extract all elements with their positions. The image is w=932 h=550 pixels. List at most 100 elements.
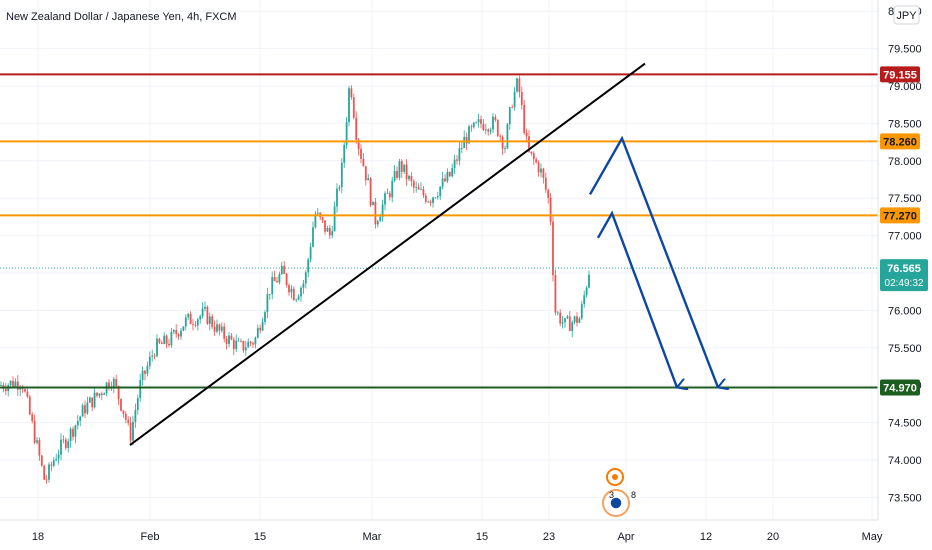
candle-body	[220, 326, 223, 331]
projection-arrow	[596, 210, 677, 387]
candle-body	[513, 91, 516, 108]
candle-body	[120, 399, 122, 411]
candle-body	[292, 288, 295, 301]
event-marker[interactable]: 3 8	[602, 468, 636, 517]
candle-body	[391, 180, 394, 198]
candle-body	[412, 181, 415, 188]
candle-body	[568, 316, 571, 331]
candle-body	[280, 265, 283, 275]
current-price-label: 76.565	[887, 263, 921, 275]
candle-body	[132, 421, 134, 441]
candle-body	[273, 277, 276, 282]
candle-body	[535, 159, 538, 163]
candle-body	[264, 312, 266, 322]
price-tick-label: 76.000	[888, 305, 922, 317]
candle-body	[96, 392, 98, 396]
candle-body	[168, 343, 170, 346]
currency-badge[interactable]: JPY	[893, 5, 920, 25]
price-tick-label: 77.000	[888, 231, 922, 243]
candle-body	[417, 187, 420, 190]
candles	[0, 75, 590, 485]
candle-body	[247, 341, 250, 348]
candle-body	[362, 158, 365, 167]
candle-body	[14, 381, 17, 388]
candle-body	[403, 164, 406, 172]
candle-body	[506, 124, 509, 149]
candle-body	[55, 458, 58, 461]
candle-body	[172, 330, 175, 332]
candle-body	[232, 339, 235, 350]
candle-body	[199, 316, 202, 320]
candle-body	[453, 159, 456, 169]
candle-body	[439, 186, 442, 197]
candle-body	[223, 326, 226, 339]
candle-body	[540, 168, 542, 173]
candle-body	[146, 365, 149, 374]
candle-body	[302, 283, 305, 288]
candle-body	[336, 188, 338, 207]
candle-body	[67, 441, 70, 448]
level-label: 74.970	[883, 382, 917, 394]
candle-body	[216, 324, 218, 332]
candle-body	[19, 388, 22, 390]
candle-body	[184, 317, 187, 327]
candle-body	[240, 340, 242, 342]
candle-body	[160, 342, 163, 344]
candle-body	[170, 331, 173, 346]
candle-body	[400, 161, 403, 172]
candle-body	[415, 187, 418, 189]
currency-badge-label: JPY	[896, 10, 917, 22]
candle-body	[367, 178, 370, 181]
candle-body	[48, 464, 50, 480]
candle-body	[549, 197, 552, 222]
candle-body	[72, 428, 74, 437]
candle-body	[136, 398, 139, 410]
time-tick-label: May	[862, 531, 883, 543]
chart-grid	[0, 0, 878, 520]
level-labels: 79.155 78.260 77.270 74.970 76.565 02:49:32	[880, 66, 928, 396]
candle-body	[340, 162, 343, 188]
candle-body	[434, 197, 437, 199]
candle-body	[468, 126, 470, 144]
candle-body	[225, 338, 228, 344]
candle-body	[244, 347, 247, 351]
candle-body	[357, 139, 360, 150]
candle-body	[384, 193, 386, 205]
candle-body	[451, 168, 454, 177]
candle-body	[396, 170, 398, 178]
candle-body	[84, 405, 86, 414]
candle-body	[127, 419, 130, 423]
candle-body	[408, 175, 410, 180]
candle-body	[40, 455, 43, 466]
candle-body	[523, 104, 526, 133]
candle-body	[297, 296, 300, 300]
candle-body	[333, 206, 336, 232]
chart-title: New Zealand Dollar / Japanese Yen, 4h, F…	[6, 11, 237, 23]
horizontal-levels[interactable]	[0, 73, 878, 389]
drawings[interactable]	[129, 62, 718, 446]
candle-body	[9, 380, 12, 386]
candle-body	[192, 324, 194, 325]
candle-body	[86, 402, 89, 414]
candle-body	[108, 382, 110, 388]
candle-body	[511, 107, 514, 109]
candle-body	[369, 178, 372, 206]
candle-body	[482, 123, 485, 131]
candle-body	[74, 425, 77, 437]
candle-body	[12, 380, 14, 388]
candle-body	[328, 228, 331, 236]
candle-body	[60, 439, 62, 455]
price-tick-label: 78.000	[888, 156, 922, 168]
time-tick-label: 23	[543, 531, 555, 543]
candle-body	[355, 117, 358, 140]
candle-body	[345, 122, 348, 146]
time-tick-label: 15	[476, 531, 488, 543]
candle-body	[153, 355, 156, 357]
candle-body	[554, 275, 557, 313]
candle-body	[112, 378, 115, 387]
candle-body	[386, 193, 389, 194]
candle-body	[151, 355, 154, 357]
candle-body	[484, 129, 487, 131]
candle-body	[16, 381, 19, 390]
